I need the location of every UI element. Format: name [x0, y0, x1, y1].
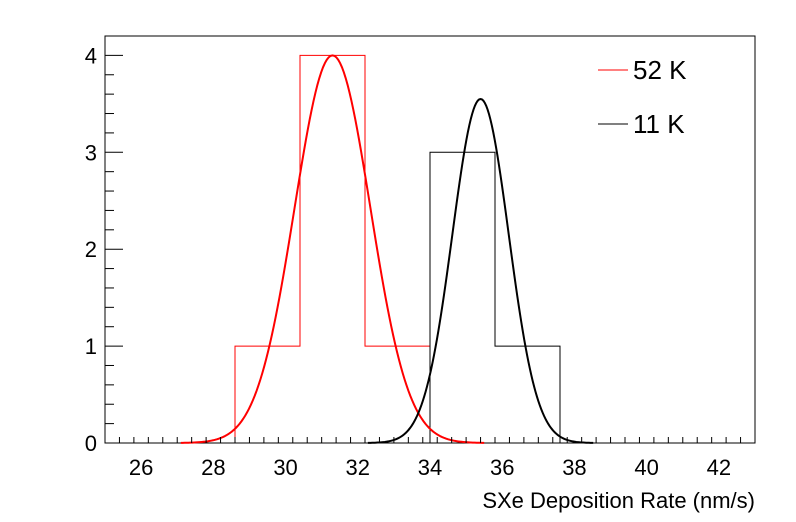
- x-tick-label: 26: [129, 455, 153, 480]
- legend-label-series-1: 11 K: [633, 109, 685, 139]
- fit-curve-series-0: [180, 54, 485, 444]
- y-tick-label: 1: [85, 334, 97, 359]
- x-tick-label: 34: [418, 455, 442, 480]
- x-tick-label: 40: [634, 455, 658, 480]
- y-tick-label: 2: [85, 237, 97, 262]
- x-tick-label: 42: [707, 455, 731, 480]
- y-tick-label: 3: [85, 140, 97, 165]
- x-axis: 26 28 30 32 34 36 38 40 42: [104, 437, 756, 480]
- histogram-series-0: [234, 54, 431, 443]
- y-tick-label: 0: [85, 431, 97, 456]
- x-tick-label: 28: [201, 455, 225, 480]
- fit-curves: [180, 54, 594, 444]
- legend-label-series-0: 52 K: [633, 55, 687, 85]
- fit-curve-series-1: [367, 97, 594, 444]
- y-tick-label: 4: [85, 43, 97, 68]
- x-axis-title: SXe Deposition Rate (nm/s): [482, 488, 755, 513]
- x-tick-label: 30: [273, 455, 297, 480]
- x-tick-label: 36: [490, 455, 514, 480]
- histogram-series-1: [429, 151, 561, 443]
- legend: 52 K 11 K: [598, 55, 687, 139]
- y-axis: 0 1 2 3 4: [85, 35, 123, 456]
- x-tick-label: 32: [346, 455, 370, 480]
- x-tick-label: 38: [562, 455, 586, 480]
